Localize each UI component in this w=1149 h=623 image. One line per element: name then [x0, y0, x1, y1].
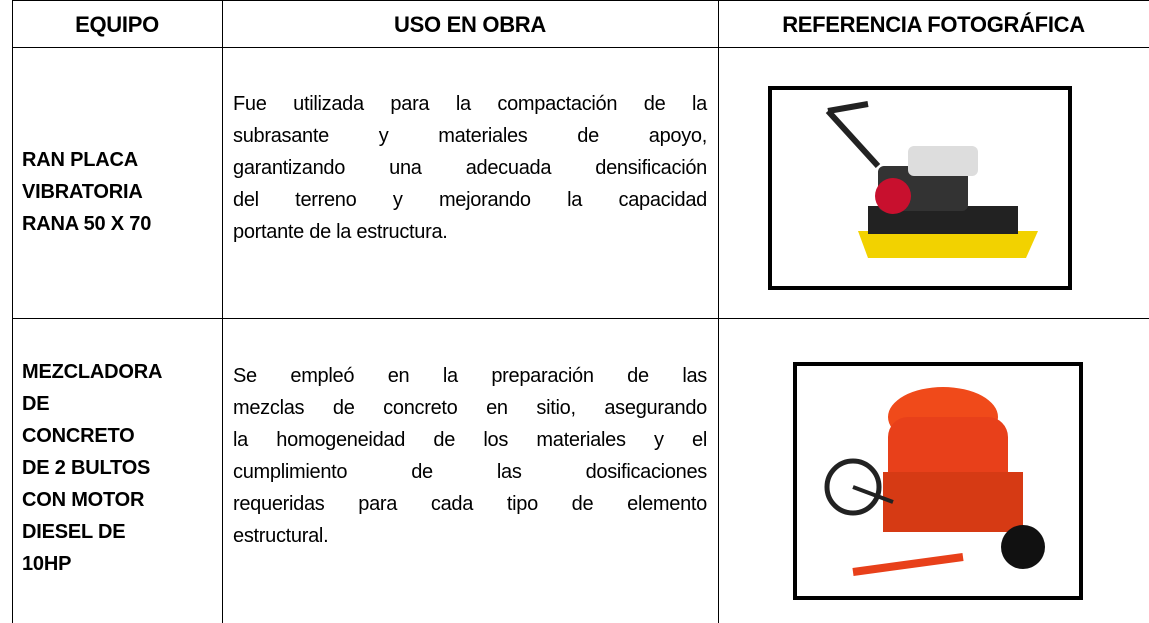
equipment: MEZCLADORA DE CONCRETO DE 2 BULTOS CON MOTOR… [22, 356, 162, 580]
border [12, 47, 1149, 48]
use-line: del terreno y mejorando la capacidad [233, 189, 707, 211]
use-line: requeridas para cada tipo de elemento [233, 493, 707, 515]
use-line: la homogeneidad de los materiales y el [233, 429, 707, 451]
equipment: RAN PLACA VIBRATORIA RANA 50 X 70 [22, 144, 151, 240]
use-line: Fue utilizada para la compactación de la [233, 93, 707, 115]
use-line: portante de la estructura. [233, 221, 448, 243]
use: Se empleó en la preparación de las mezcla… [233, 360, 707, 552]
equipment-line: CON MOTOR [22, 489, 145, 511]
equipment-line: VIBRATORIA [22, 181, 143, 203]
header: EQUIPO [75, 12, 159, 37]
border [12, 0, 13, 623]
use-line: mezclas de concreto en sitio, asegurando [233, 397, 707, 419]
use: Fue utilizada para la compactación de la… [233, 88, 707, 248]
equipment-line: DE [22, 393, 50, 415]
photo-mixer [793, 362, 1083, 600]
border [718, 0, 719, 623]
equipment-line: MEZCLADORA [22, 361, 163, 383]
equipment-line: RAN PLACA [22, 149, 138, 171]
header: USO EN OBRA [394, 12, 546, 37]
equipment-line: CONCRETO [22, 425, 135, 447]
border [222, 0, 223, 623]
use-line: subrasante y materiales de apoyo, [233, 125, 707, 147]
header: REFERENCIA FOTOGRÁFICA [782, 12, 1085, 37]
equipment-line: DIESEL DE [22, 521, 126, 543]
photo-compactor [768, 86, 1072, 290]
border [12, 318, 1149, 319]
border [12, 0, 1149, 1]
equipment-line: RANA 50 X 70 [22, 213, 152, 235]
use-line: estructural. [233, 525, 329, 547]
use-line: garantizando una adecuada densificación [233, 157, 707, 179]
use-line: cumplimiento de las dosificaciones [233, 461, 707, 483]
equipment-line: 10HP [22, 553, 72, 575]
use-line: Se empleó en la preparación de las [233, 365, 707, 387]
equipment-line: DE 2 BULTOS [22, 457, 151, 479]
